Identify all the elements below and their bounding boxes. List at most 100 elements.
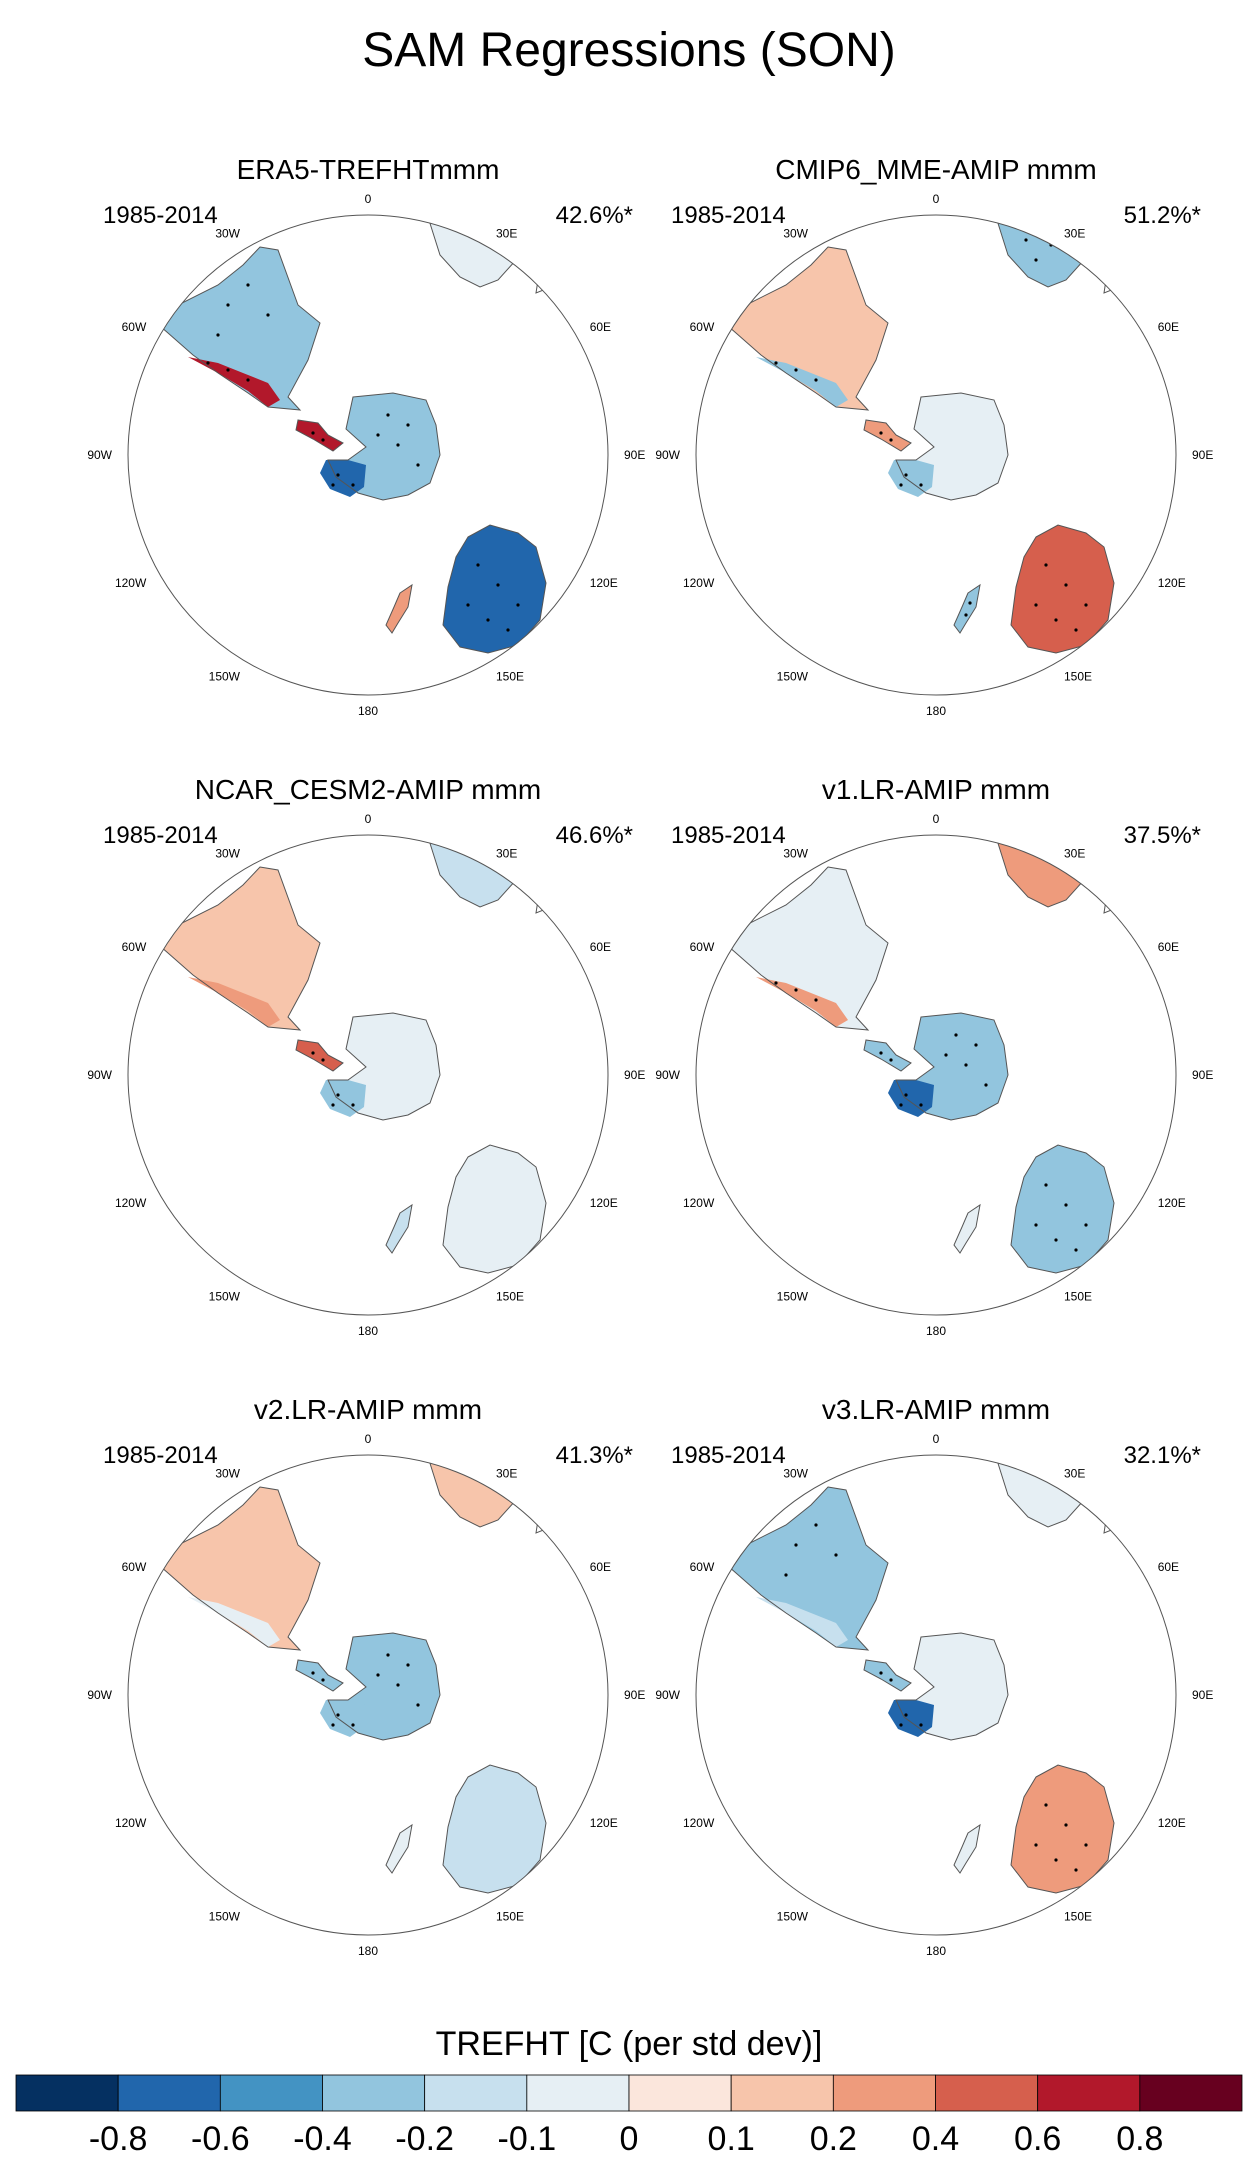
colorbar-segment (15, 2074, 119, 2112)
longitude-label: 30W (783, 226, 808, 240)
map-panel: ERA5-TREFHTmmm 1985-2014 42.6%* 0 30E 60E 90E 1… (87, 154, 645, 718)
significance-stipple (466, 563, 520, 632)
map-boundary (695, 1454, 1177, 1936)
map-boundary (127, 1454, 609, 1936)
longitude-label: 150E (1064, 1910, 1092, 1924)
significance-stipple (1034, 563, 1088, 632)
longitude-label: 60W (122, 1560, 147, 1574)
longitude-label: 30E (1064, 1466, 1085, 1480)
longitude-label: 180 (926, 1324, 946, 1338)
longitude-label: 0 (933, 1432, 940, 1446)
significance-stipple (216, 283, 270, 337)
longitude-label: 120W (115, 1196, 147, 1210)
panel-title: ERA5-TREFHTmmm (237, 154, 500, 185)
longitude-label: 30E (496, 226, 517, 240)
polar-map (695, 214, 1177, 696)
significance-stipple (899, 1093, 923, 1107)
longitude-label: 60W (690, 940, 715, 954)
longitude-label: 30W (783, 1466, 808, 1480)
significance-stipple (1034, 1183, 1088, 1252)
significance-stipple (206, 361, 250, 382)
longitude-label: 120W (115, 576, 147, 590)
colorbar-tick-label: 0.2 (810, 2120, 857, 2158)
longitude-label: 30E (496, 846, 517, 860)
significance-stipple (311, 1051, 325, 1062)
longitude-label: 150W (209, 670, 241, 684)
colorbar-segment (322, 2074, 426, 2112)
colorbar-tick-label: -0.2 (395, 2120, 454, 2158)
longitude-label: 150W (777, 670, 809, 684)
longitude-label: 60E (590, 1560, 611, 1574)
colorbar-segment (424, 2074, 528, 2112)
significance-stipple (311, 1671, 325, 1682)
longitude-label: 60E (1158, 1560, 1179, 1574)
longitude-label: 150E (496, 1290, 524, 1304)
longitude-label: 150W (777, 1910, 809, 1924)
longitude-label: 90W (655, 1068, 680, 1082)
panel-variance: 32.1%* (1124, 1442, 1201, 1469)
longitude-label: 120E (1158, 1816, 1186, 1830)
longitude-label: 30W (215, 846, 240, 860)
panel-variance: 51.2%* (1124, 202, 1201, 229)
colorbar-segment (832, 2074, 936, 2112)
panel-period: 1985-2014 (671, 822, 786, 849)
longitude-label: 180 (358, 704, 378, 718)
longitude-label: 60E (590, 320, 611, 334)
longitude-label: 150W (777, 1290, 809, 1304)
longitude-label: 90W (655, 448, 680, 462)
map-boundary (127, 834, 609, 1316)
longitude-label: 180 (926, 1944, 946, 1958)
panel-title: v2.LR-AMIP mmm (254, 1394, 482, 1425)
longitude-label: 0 (365, 1432, 372, 1446)
significance-stipple (899, 473, 923, 487)
significance-stipple (311, 431, 325, 442)
colorbar-segment (730, 2074, 834, 2112)
longitude-label: 120E (1158, 1196, 1186, 1210)
longitude-label: 60W (690, 320, 715, 334)
longitude-label: 120W (683, 576, 715, 590)
longitude-label: 120E (590, 1816, 618, 1830)
longitude-label: 60E (590, 940, 611, 954)
longitude-label: 120E (1158, 576, 1186, 590)
map-panel: v1.LR-AMIP mmm 1985-2014 37.5%* 0 30E 60E 90E 1… (655, 774, 1213, 1338)
colorbar-tick-label: 0.8 (1116, 2120, 1163, 2158)
colorbar-segment (628, 2074, 732, 2112)
longitude-label: 180 (926, 704, 946, 718)
significance-stipple (376, 1653, 420, 1707)
colorbar-tick-label: 0.4 (912, 2120, 959, 2158)
colorbar-tick-label: 0.1 (708, 2120, 755, 2158)
longitude-label: 180 (358, 1944, 378, 1958)
significance-stipple (784, 1523, 838, 1577)
longitude-label: 120W (115, 1816, 147, 1830)
colorbar-tick-label: -0.6 (191, 2120, 250, 2158)
longitude-label: 150W (209, 1290, 241, 1304)
significance-stipple (964, 601, 972, 617)
significance-stipple (376, 413, 420, 467)
colorbar-segment (117, 2074, 221, 2112)
colorbar-title: TREFHT [C (per std dev)] (436, 2025, 823, 2063)
longitude-label: 90W (87, 1688, 112, 1702)
significance-stipple (879, 1671, 893, 1682)
map-boundary (127, 214, 609, 696)
colorbar-segment (219, 2074, 323, 2112)
colorbar-segment (526, 2074, 630, 2112)
longitude-label: 150W (209, 1910, 241, 1924)
panel-title: CMIP6_MME-AMIP mmm (775, 154, 1097, 185)
panel-period: 1985-2014 (103, 202, 218, 229)
map-boundary (695, 834, 1177, 1316)
longitude-label: 90W (87, 1068, 112, 1082)
longitude-label: 90E (624, 1688, 645, 1702)
polar-map (127, 834, 609, 1316)
longitude-label: 150E (1064, 1290, 1092, 1304)
panel-variance: 41.3%* (556, 1442, 633, 1469)
significance-stipple (774, 981, 818, 1002)
colorbar-tick-label: 0 (620, 2120, 639, 2158)
colorbar-segment (1139, 2074, 1243, 2112)
significance-stipple (899, 1713, 923, 1727)
longitude-label: 90W (87, 448, 112, 462)
panel-period: 1985-2014 (103, 1442, 218, 1469)
longitude-label: 60W (690, 1560, 715, 1574)
longitude-label: 90E (1192, 448, 1213, 462)
longitude-label: 180 (358, 1324, 378, 1338)
